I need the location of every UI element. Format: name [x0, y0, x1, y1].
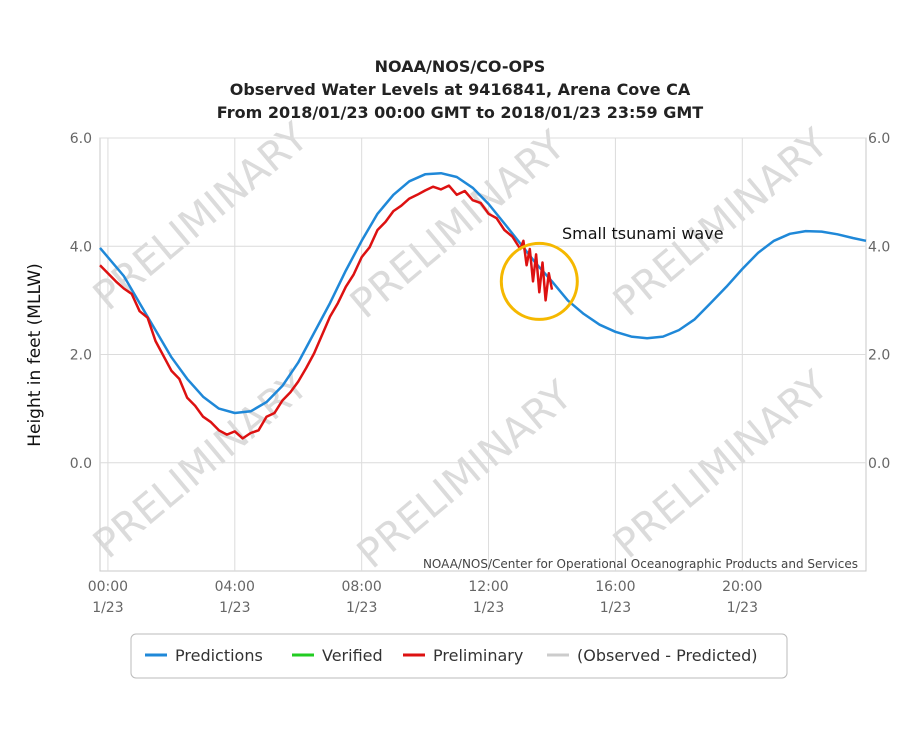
x-tick-date-label: 1/23 — [346, 600, 377, 616]
y-tick-label-left: 0.0 — [70, 456, 92, 472]
y-axis-left: 6.0 4.0 2.0 0.0 — [70, 131, 92, 472]
chart-title-line-3: From 2018/01/23 00:00 GMT to 2018/01/23 … — [217, 103, 703, 122]
x-tick-date-label: 1/23 — [219, 600, 250, 616]
watermark: PRELIMINARY — [605, 362, 838, 568]
y-tick-label-left: 2.0 — [70, 348, 92, 364]
y-axis-label: Height in feet (MLLW) — [25, 263, 45, 447]
watermark: PRELIMINARY — [342, 122, 575, 328]
x-tick-time-label: 00:00 — [88, 579, 128, 595]
y-tick-label-right: 6.0 — [868, 131, 890, 147]
x-tick-time-label: 04:00 — [215, 579, 255, 595]
y-tick-label-right: 0.0 — [868, 456, 890, 472]
legend-item-observed-predicted[interactable]: (Observed - Predicted) — [547, 646, 758, 665]
y-tick-label-right: 2.0 — [868, 348, 890, 364]
x-tick-time-label: 20:00 — [722, 579, 762, 595]
y-tick-label-left: 4.0 — [70, 239, 92, 255]
x-tick-date-label: 1/23 — [473, 600, 504, 616]
legend-label: (Observed - Predicted) — [577, 646, 758, 665]
y-axis-right: 6.0 4.0 2.0 0.0 — [868, 131, 890, 472]
x-tick-date-label: 1/23 — [92, 600, 123, 616]
x-tick-date-label: 1/23 — [727, 600, 758, 616]
x-tick-time-label: 16:00 — [595, 579, 635, 595]
legend-label: Verified — [322, 646, 383, 665]
tsunami-highlight-circle — [499, 241, 579, 321]
grid — [100, 137, 866, 571]
x-tick-date-label: 1/23 — [600, 600, 631, 616]
y-tick-label-right: 4.0 — [868, 239, 890, 255]
legend-item-predictions[interactable]: Predictions — [145, 646, 263, 665]
legend-item-verified[interactable]: Verified — [292, 646, 383, 665]
legend[interactable]: Predictions Verified Preliminary (Observed … — [130, 633, 788, 679]
watermark: PRELIMINARY — [349, 372, 582, 578]
chart-title-line-2: Observed Water Levels at 9416841, Arena … — [230, 80, 691, 99]
watermark: PRELIMINARY — [85, 114, 318, 320]
series-line-predictions — [99, 171, 867, 415]
watermark: PRELIMINARY — [605, 120, 838, 326]
tsunami-annotation: Small tsunami wave — [562, 224, 724, 243]
chart-title-line-1: NOAA/NOS/CO-OPS — [375, 57, 546, 76]
y-tick-label-left: 6.0 — [70, 131, 92, 147]
credit-text: NOAA/NOS/Center for Operational Oceanogr… — [423, 557, 858, 571]
x-tick-time-label: 08:00 — [341, 579, 381, 595]
x-axis: 00:00 1/23 04:00 1/23 08:00 1/23 12:00 1/23 16:0… — [88, 579, 763, 616]
legend-box — [130, 633, 788, 679]
legend-item-preliminary[interactable]: Preliminary — [403, 646, 523, 665]
legend-label: Predictions — [175, 646, 263, 665]
legend-label: Preliminary — [433, 646, 523, 665]
watermark-layer: PRELIMINARY PRELIMINARY PRELIMINARY PREL… — [85, 114, 838, 578]
x-tick-time-label: 12:00 — [468, 579, 508, 595]
